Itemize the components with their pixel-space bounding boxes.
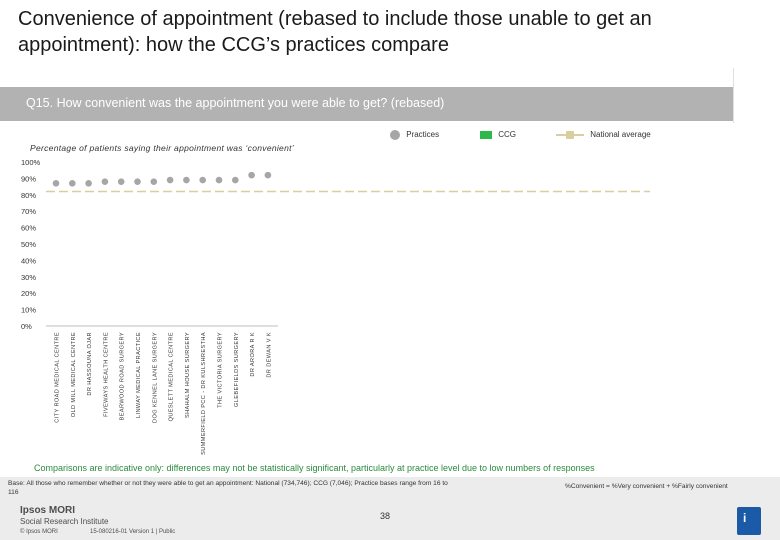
practice-point (101, 178, 109, 185)
x-tick-label: QUESLETT MEDICAL CENTRE (169, 332, 175, 421)
y-tick-label: 50% (21, 240, 36, 249)
copyright: © Ipsos MORI (20, 529, 58, 535)
x-tick-label: DR ARORA R K (250, 332, 256, 377)
legend-practices: Practices (390, 130, 439, 144)
chart: 0% 10% 20% 30% 40% 50% 60% 70% 80% 90% 100% CITY RO… (21, 158, 650, 455)
x-tick-label: SHAHALM HOUSE SURGERY (185, 332, 191, 418)
x-tick-label: FIVEWAYS HEALTH CENTRE (103, 332, 109, 417)
y-tick-label: 100% (21, 158, 41, 167)
page-number: 38 (380, 511, 391, 521)
y-tick-label: 20% (21, 289, 36, 298)
legend-ccg: CCG (480, 130, 516, 144)
x-tick-label: OLD MILL MEDICAL CENTRE (71, 332, 77, 417)
practice-point (117, 178, 125, 185)
question-text: Q15. How convenient was the appointment … (26, 96, 445, 110)
base-note: Base: All those who remember whether or … (8, 480, 448, 496)
x-tick-label: SUMMERFIELD PCC - DR KULSHRESTHA (201, 332, 207, 455)
y-tick-label: 0% (21, 322, 32, 331)
practice-point (134, 178, 141, 185)
practice-point (85, 180, 92, 187)
y-tick-label: 60% (21, 224, 36, 233)
chart-subtitle: Percentage of patients saying their appo… (30, 143, 294, 153)
badge-letter: i (743, 511, 747, 525)
x-tick-label: DOG KENNEL LANE SURGERY (152, 332, 158, 423)
practice-point (215, 176, 223, 184)
practice-dot-icon (390, 130, 400, 140)
y-tick-label: 90% (21, 174, 36, 183)
x-tick-label: DR DEWAN V K (266, 332, 272, 378)
ccg-square-icon (480, 130, 492, 139)
x-tick-label: DR HASSOUNA OJAR (87, 332, 93, 396)
y-tick-label: 10% (21, 306, 36, 315)
version-label: 15-080216-01 Version 1 | Public (90, 529, 176, 535)
x-tick-label: CITY ROAD MEDICAL CENTRE (55, 332, 61, 423)
y-tick-label: 40% (21, 256, 36, 265)
page-title: Convenience of appointment (rebased to i… (18, 8, 652, 56)
comparisons-note: Comparisons are indicative only: differe… (34, 463, 595, 473)
practice-point (183, 176, 190, 184)
y-tick-label: 70% (21, 207, 36, 216)
x-tick-label: GLEBEFIELDS SURGERY (234, 332, 240, 407)
legend-ccg-label: CCG (498, 130, 517, 139)
practice-point (248, 171, 255, 179)
institute-name: Social Research Institute (20, 517, 109, 526)
convenient-formula: %Convenient = %Very convenient + %Fairly… (565, 483, 728, 490)
x-tick-label: LINWAY MEDICAL PRACTICE (136, 332, 142, 418)
practice-point (199, 176, 206, 184)
y-tick-label: 80% (21, 191, 36, 200)
national-line-icon (556, 130, 584, 139)
practice-point (69, 180, 76, 187)
y-tick-label: 30% (21, 273, 36, 282)
legend-national-label: National average (590, 130, 651, 139)
question-bar: Q15. How convenient was the appointment … (0, 87, 733, 121)
legend-practices-label: Practices (406, 130, 440, 140)
title-bar: Convenience of appointment (rebased to i… (0, 0, 780, 68)
footer (0, 503, 780, 540)
practice-point (52, 180, 60, 187)
practice-point (232, 176, 239, 184)
practice-point (150, 178, 158, 185)
ipsos-badge-icon: i (737, 507, 761, 535)
base-bar (0, 477, 780, 503)
practice-point (166, 176, 174, 184)
practice-point (264, 171, 272, 179)
x-tick-label: THE VICTORIA SURGERY (218, 332, 224, 408)
x-tick-label: BEARWOOD ROAD SURGERY (120, 332, 126, 420)
legend-national: National average (556, 130, 651, 144)
ipsos-logo-text: Ipsos MORI (20, 505, 76, 516)
side-strip (733, 68, 780, 123)
